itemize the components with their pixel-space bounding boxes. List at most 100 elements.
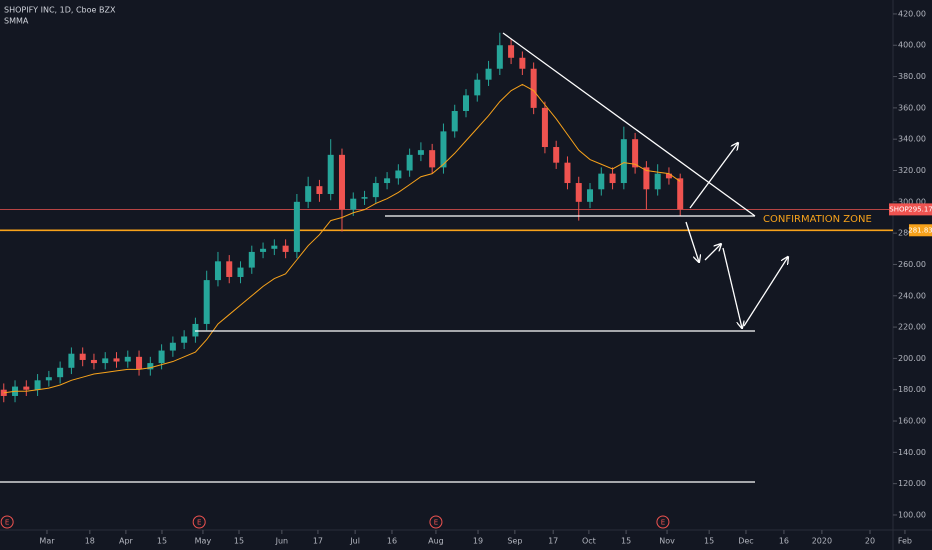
x-tick-label: 17 [313, 537, 323, 546]
y-tick-label: 200.00 [898, 354, 926, 363]
candle-body [541, 107, 548, 148]
earnings-marker [429, 515, 443, 529]
candle-body [282, 245, 289, 252]
candle-body [57, 367, 64, 378]
y-tick-label: 100.00 [898, 510, 926, 519]
candle-body [474, 79, 481, 96]
x-tick-label: 19 [473, 537, 483, 546]
candle-body [316, 186, 323, 194]
earnings-marker [192, 515, 206, 529]
candle-body [214, 261, 221, 281]
chart-title: SHOPIFY INC, 1D, Cboe BZX [4, 6, 116, 15]
earnings-marker [0, 515, 14, 529]
candle-body [293, 201, 300, 252]
x-tick-label: Jun [275, 537, 289, 546]
candle-body [587, 189, 594, 202]
arrow [685, 221, 699, 262]
candle-body [677, 178, 684, 210]
level-tag [909, 224, 932, 237]
candle-body [463, 95, 469, 112]
candle-body [519, 57, 526, 69]
x-tick-label: 15 [157, 537, 167, 546]
candle-body [79, 353, 86, 360]
candle-body [632, 139, 639, 168]
price-tag [909, 203, 932, 216]
candle-body [508, 45, 515, 58]
arrow [722, 247, 742, 328]
smma-line [3, 83, 681, 394]
candle-body [620, 139, 627, 184]
drawings [0, 32, 788, 483]
plot-layer: 420.00 400.00 380.00 360.00 340.00 320.00 300.… [0, 9, 932, 546]
candle-body [226, 261, 233, 277]
candle-body [113, 358, 120, 362]
candle-body [338, 154, 345, 210]
price-tag-text: 295.17 [908, 205, 932, 213]
candle-body [530, 68, 537, 108]
x-tick-label: 17 [548, 537, 558, 546]
trend-line [502, 32, 756, 217]
candle-body [90, 359, 97, 364]
x-tick-label: 20 [865, 537, 875, 546]
x-tick-label: Aug [428, 537, 444, 546]
candle-body [124, 356, 131, 362]
candle-body [553, 147, 560, 163]
candle-body [609, 173, 616, 184]
candle-body [643, 167, 650, 190]
level-tag-text: 281.83 [908, 226, 932, 234]
candle-body [350, 198, 357, 210]
candle-body [598, 173, 605, 190]
y-tick-label: 300.00 [898, 197, 926, 206]
indicator-label: SMMA [4, 17, 29, 26]
candle-body [147, 363, 154, 370]
candle-body [192, 323, 199, 337]
x-tick-label: Jul [349, 537, 360, 546]
x-tick-label: 18 [85, 537, 95, 546]
y-tick-label: 360.00 [898, 103, 926, 112]
x-tick-label: Nov [659, 537, 675, 546]
symbol-tag [889, 203, 909, 216]
candle-body [485, 68, 492, 80]
earnings-label: E [5, 519, 9, 527]
candle-body [23, 386, 30, 390]
candle-body [203, 280, 210, 324]
x-tick-label: Sep [507, 537, 522, 546]
candle-body [564, 162, 571, 184]
x-tick-label: Apr [119, 537, 134, 546]
x-tick-label: May [195, 537, 212, 546]
candle-body [429, 150, 436, 168]
candle-body [260, 248, 267, 252]
candle-body [181, 336, 188, 343]
candle-body [496, 45, 503, 69]
y-tick-label: 260.00 [898, 260, 926, 269]
y-tick-label: 420.00 [898, 9, 926, 18]
candle-body [654, 173, 661, 190]
candle-body [395, 170, 402, 179]
annotation: CONFIRMATION ZONE [763, 214, 872, 225]
candle-body [136, 356, 143, 370]
y-tick-label: 220.00 [898, 323, 926, 332]
candle-body [361, 197, 368, 199]
symbol-tag-text: SHOP [889, 205, 908, 213]
candle-body [102, 358, 109, 364]
x-tick-label: 15 [704, 537, 714, 546]
candle-body [271, 245, 278, 249]
arrow [689, 143, 738, 209]
candle-body [248, 251, 255, 268]
candle-body [440, 131, 447, 168]
candle-body [372, 183, 379, 198]
y-tick-label: 120.00 [898, 479, 926, 488]
x-tick-label: 15 [234, 537, 244, 546]
y-tick-label: 140.00 [898, 448, 926, 457]
candle-body [34, 380, 41, 390]
earnings-marker [656, 515, 670, 529]
y-tick-label: 380.00 [898, 72, 926, 81]
earnings-label: E [434, 519, 438, 527]
x-tick-label: Dec [738, 537, 753, 546]
candle-body [305, 186, 312, 202]
candle-body [169, 342, 176, 351]
x-tick-label: 15 [621, 537, 631, 546]
x-tick-label: Feb [898, 537, 912, 546]
